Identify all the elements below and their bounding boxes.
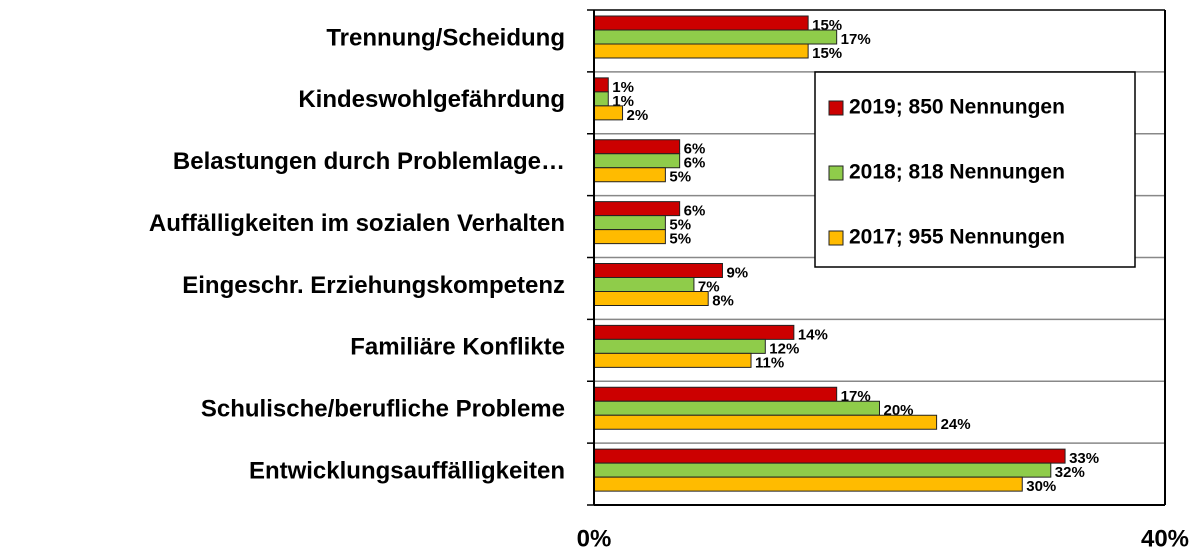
- data-label: 1%: [612, 79, 634, 96]
- category-label: Belastungen durch Problemlage…: [173, 148, 565, 175]
- data-label: 9%: [726, 264, 748, 281]
- bar: [593, 263, 723, 278]
- category-label: Eingeschr. Erziehungskompetenz: [182, 272, 565, 299]
- bar: [593, 29, 838, 45]
- category-label: Kindeswohlgefährdung: [298, 86, 565, 113]
- x-tick-label: 0%: [577, 525, 612, 552]
- bar: [593, 215, 666, 231]
- bar: [593, 277, 695, 292]
- bar: [593, 229, 666, 245]
- legend-swatch: [828, 100, 844, 116]
- bar: [593, 153, 681, 169]
- data-label: 32%: [1055, 464, 1085, 481]
- legend-box: [814, 71, 1136, 268]
- legend-swatch: [828, 230, 844, 246]
- data-label: 14%: [798, 326, 828, 343]
- category-label: Schulische/berufliche Probleme: [201, 396, 565, 423]
- data-label: 6%: [684, 203, 706, 220]
- data-label: 12%: [769, 340, 799, 357]
- bar: [593, 105, 624, 121]
- data-label: 30%: [1026, 478, 1056, 495]
- bar: [593, 139, 681, 155]
- bar: [593, 77, 609, 93]
- legend-label: 2018; 818 Nennungen: [849, 161, 1065, 184]
- bar: [593, 167, 666, 183]
- data-label: 6%: [684, 141, 706, 158]
- legend-label: 2017; 955 Nennungen: [849, 226, 1065, 249]
- category-label: Auffälligkeiten im sozialen Verhalten: [149, 210, 565, 237]
- data-label: 11%: [755, 354, 784, 371]
- bar: [593, 386, 838, 402]
- category-label: Familiäre Konflikte: [350, 334, 565, 361]
- bar: [593, 291, 709, 306]
- bar: [593, 352, 752, 368]
- data-label: 8%: [712, 292, 734, 309]
- legend-swatch: [828, 165, 844, 181]
- bar: [593, 476, 1023, 492]
- bar: [593, 91, 609, 107]
- legend-label: 2019; 850 Nennungen: [849, 96, 1065, 119]
- category-label: Trennung/Scheidung: [326, 24, 565, 51]
- bar: [593, 324, 795, 340]
- data-label: 6%: [684, 155, 706, 172]
- data-label: 33%: [1069, 450, 1099, 467]
- data-label: 2%: [627, 107, 649, 124]
- data-label: 5%: [669, 231, 691, 248]
- category-label: Entwicklungsauffälligkeiten: [249, 457, 565, 484]
- bar: [593, 338, 766, 354]
- bar: [593, 448, 1066, 464]
- data-label: 15%: [812, 45, 842, 62]
- data-label: 5%: [669, 169, 691, 186]
- bar: [593, 43, 809, 59]
- bar: [593, 201, 681, 217]
- x-tick-label: 40%: [1141, 525, 1189, 552]
- data-label: 24%: [941, 416, 971, 433]
- data-label: 5%: [669, 217, 691, 234]
- bar: [593, 462, 1052, 478]
- data-label: 17%: [841, 31, 871, 48]
- bar: [593, 15, 809, 31]
- bar: [593, 414, 938, 430]
- bar: [593, 400, 880, 416]
